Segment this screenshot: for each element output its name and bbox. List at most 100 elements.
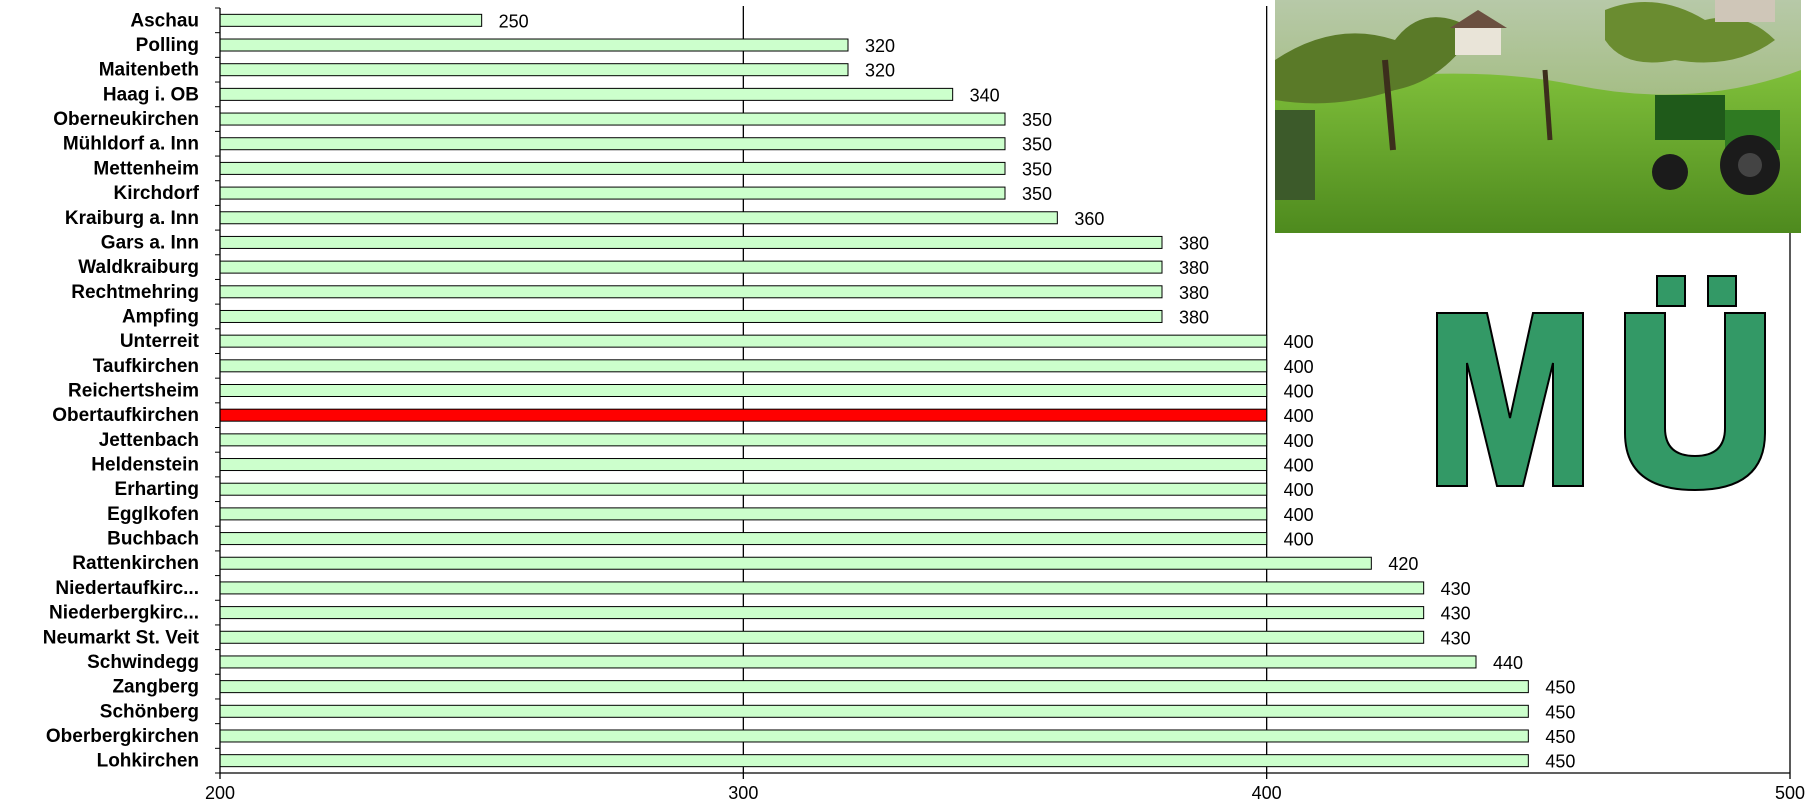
bar (219, 63, 849, 77)
value-label: 250 (499, 11, 529, 31)
value-label: 380 (1179, 283, 1209, 303)
value-label: 400 (1284, 480, 1314, 500)
category-label: Erharting (115, 479, 199, 500)
category-label: Neumarkt St. Veit (43, 627, 200, 648)
category-label: Heldenstein (91, 455, 199, 476)
value-label: 420 (1388, 554, 1418, 574)
bar (219, 211, 1058, 225)
value-label: 430 (1441, 628, 1471, 648)
value-label: 320 (865, 61, 895, 81)
category-label: Obertaufkirchen (52, 405, 199, 426)
category-label: Lohkirchen (97, 751, 199, 772)
bar (219, 161, 1006, 175)
bar (219, 285, 1163, 299)
category-label: Ampfing (122, 306, 199, 327)
bar (219, 384, 1268, 397)
value-label: 400 (1284, 332, 1314, 352)
value-label: 380 (1179, 258, 1209, 278)
category-label: Unterreit (120, 331, 200, 352)
category-label: Reichertsheim (68, 381, 199, 402)
bar (219, 729, 1529, 743)
bar (219, 359, 1268, 373)
bar (219, 112, 1006, 126)
logo-mu: MÜ (1425, 268, 1814, 496)
bar (219, 630, 1425, 644)
category-label: Polling (136, 35, 199, 56)
category-label: Buchbach (107, 529, 199, 550)
value-label: 450 (1545, 678, 1575, 698)
bar (219, 235, 1163, 249)
category-label: Zangberg (112, 677, 199, 698)
value-label: 350 (1022, 135, 1052, 155)
category-label: Rattenkirchen (72, 553, 199, 574)
x-tick-label: 200 (205, 783, 235, 802)
bar (219, 309, 1163, 323)
bar (219, 507, 1268, 521)
bar (219, 581, 1425, 595)
value-label: 350 (1022, 110, 1052, 130)
category-label: Kirchdorf (114, 183, 200, 204)
axes: 200 300 400 500 (205, 7, 1805, 802)
bar (219, 532, 1268, 546)
category-label: Niederbergkirc... (49, 603, 199, 624)
value-label: 400 (1284, 406, 1314, 426)
value-label: 440 (1493, 653, 1523, 673)
category-label: Kraiburg a. Inn (65, 208, 199, 229)
category-label: Oberbergkirchen (46, 726, 199, 747)
category-label: Egglkofen (107, 504, 199, 525)
category-label: Aschau (130, 10, 199, 31)
bar (219, 754, 1529, 768)
category-label: Mettenheim (93, 158, 199, 179)
category-labels: Aschau Polling Maitenbeth Haag i. OB Oberneu… (43, 10, 200, 771)
category-label: Oberneukirchen (53, 109, 199, 130)
value-labels: 250 320 320 340 350 350 350 350 360 380 380 380 380 4… (499, 11, 1576, 771)
value-label: 380 (1179, 307, 1209, 327)
category-label: Maitenbeth (99, 60, 199, 81)
value-label: 450 (1545, 727, 1575, 747)
value-label: 400 (1284, 456, 1314, 476)
value-label: 380 (1179, 233, 1209, 253)
bar (219, 655, 1477, 669)
bar (219, 458, 1268, 472)
tractor-photo (1275, 0, 1801, 233)
category-label: Mühldorf a. Inn (63, 134, 199, 155)
bar (219, 408, 1268, 422)
value-label: 400 (1284, 505, 1314, 525)
value-label: 450 (1545, 752, 1575, 772)
bar (219, 260, 1163, 274)
value-label: 450 (1545, 702, 1575, 722)
bar (219, 334, 1268, 348)
category-label: Schönberg (100, 701, 199, 722)
bar (219, 556, 1372, 570)
value-label: 350 (1022, 159, 1052, 179)
bar (219, 186, 1006, 200)
value-label: 360 (1074, 209, 1104, 229)
category-label: Waldkraiburg (78, 257, 199, 278)
value-label: 340 (970, 85, 1000, 105)
category-label: Haag i. OB (103, 84, 199, 105)
value-label: 350 (1022, 184, 1052, 204)
bar (219, 87, 954, 101)
category-label: Jettenbach (99, 430, 199, 451)
bar (219, 38, 849, 52)
bar (219, 13, 483, 27)
value-label: 400 (1284, 382, 1314, 402)
bar (219, 137, 1006, 151)
bar (219, 433, 1268, 447)
value-label: 320 (865, 36, 895, 56)
value-label: 430 (1441, 579, 1471, 599)
category-label: Niedertaufkirc... (55, 578, 199, 599)
bar (219, 704, 1529, 718)
bar (219, 606, 1425, 620)
category-label: Schwindegg (87, 652, 199, 673)
bar (219, 482, 1268, 496)
x-tick-label: 400 (1252, 783, 1282, 802)
category-label: Taufkirchen (93, 356, 199, 377)
value-label: 430 (1441, 604, 1471, 624)
value-label: 400 (1284, 431, 1314, 451)
category-label: Gars a. Inn (101, 232, 199, 253)
x-tick-label: 500 (1775, 783, 1805, 802)
category-label: Rechtmehring (71, 282, 199, 303)
value-label: 400 (1284, 530, 1314, 550)
